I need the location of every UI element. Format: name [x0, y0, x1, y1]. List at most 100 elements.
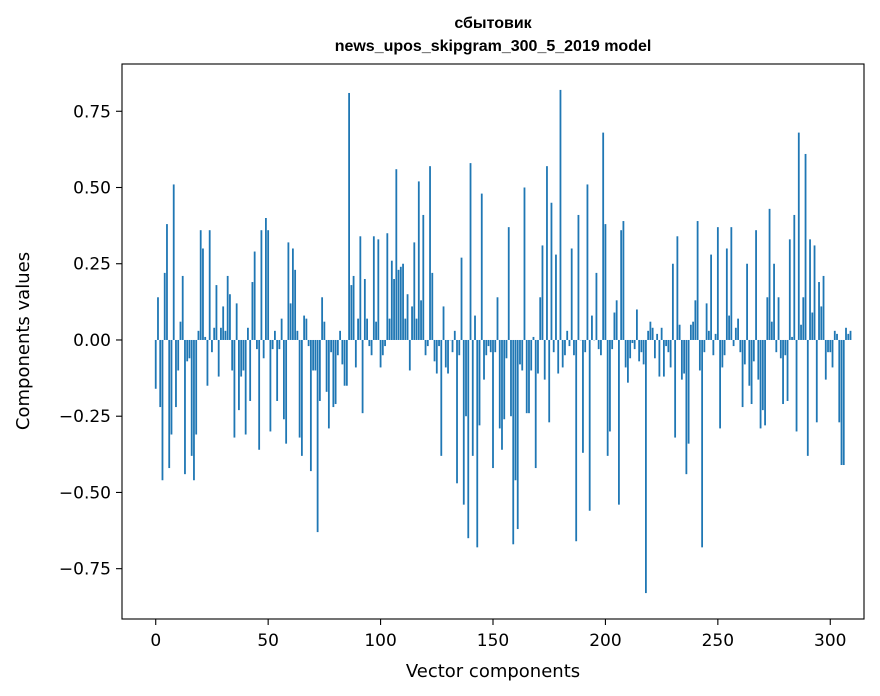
bar [327, 339, 330, 429]
y-axis-label: Components values [13, 252, 34, 430]
bar [752, 339, 755, 362]
bar [285, 339, 288, 444]
bar [712, 339, 715, 356]
bar [845, 327, 847, 340]
bar [159, 339, 162, 408]
bar [813, 245, 816, 340]
bar [154, 339, 157, 389]
bar [847, 333, 850, 340]
bar [186, 339, 189, 362]
bar [242, 339, 245, 371]
bar [521, 339, 524, 371]
bar [622, 221, 625, 340]
bar [476, 339, 479, 548]
bar [573, 339, 575, 356]
bar [224, 330, 227, 340]
bar [229, 294, 231, 340]
bar [757, 339, 760, 380]
bar [725, 248, 728, 340]
bar [465, 339, 467, 417]
bar [795, 339, 798, 432]
bar [350, 285, 353, 340]
bar [395, 169, 398, 340]
bar [384, 339, 386, 347]
bar [534, 339, 537, 469]
x-tick-label: 300 [814, 631, 846, 651]
bar [195, 339, 198, 435]
bar [375, 321, 377, 340]
bar [656, 333, 659, 340]
bar [820, 306, 823, 340]
bar [474, 315, 476, 340]
bar [442, 306, 445, 340]
bar [737, 318, 739, 340]
bar [211, 339, 213, 353]
bar [570, 248, 573, 340]
bar [413, 242, 416, 340]
bar [258, 339, 261, 450]
bar [422, 214, 425, 340]
bar [782, 339, 784, 405]
bar [325, 339, 328, 392]
bar [359, 236, 362, 340]
bar [564, 339, 566, 356]
bar [471, 339, 474, 456]
bar [341, 339, 344, 365]
bar [451, 339, 454, 353]
bar [815, 339, 818, 423]
bar [775, 339, 778, 353]
bar [516, 339, 519, 530]
bar [840, 339, 843, 466]
bar [818, 282, 820, 340]
x-axis-label: Vector components [406, 661, 580, 682]
bar [539, 297, 542, 340]
bar [247, 327, 249, 340]
bar [289, 303, 292, 340]
bar [348, 92, 350, 340]
bar [710, 254, 712, 340]
bar [546, 166, 548, 340]
bar [761, 339, 764, 411]
bar [849, 330, 852, 340]
bar [429, 166, 431, 340]
bar [411, 306, 413, 340]
bar [274, 330, 276, 340]
bar [231, 339, 234, 371]
bar [444, 339, 447, 368]
bar [723, 339, 726, 356]
bar [662, 339, 665, 377]
bar [208, 230, 211, 340]
bar [768, 208, 771, 340]
bar [213, 327, 216, 340]
bar [226, 275, 229, 340]
bar [291, 248, 294, 340]
bar [701, 339, 704, 548]
bar [543, 339, 546, 380]
bar [316, 339, 319, 533]
bar [458, 339, 461, 356]
bar [402, 263, 404, 340]
chart-subtitle: news_upos_skipgram_300_5_2019 model [335, 38, 652, 55]
bar [809, 239, 811, 340]
bar [696, 221, 699, 340]
bar [345, 339, 348, 386]
bar [332, 339, 335, 408]
bar [244, 339, 247, 435]
bar [168, 339, 171, 469]
bar [309, 339, 312, 472]
bar [496, 297, 499, 340]
x-tick-label: 150 [477, 631, 509, 651]
bar [260, 230, 263, 340]
y-tick-label: 0.50 [73, 179, 111, 199]
bar [692, 321, 695, 340]
bar [665, 339, 668, 347]
bar [588, 339, 591, 511]
bar [379, 339, 382, 368]
bar [676, 236, 679, 340]
bar [779, 339, 782, 359]
bar [300, 339, 303, 456]
bar [163, 272, 166, 340]
bar [649, 321, 652, 340]
bar [494, 339, 497, 353]
bar [730, 227, 733, 340]
